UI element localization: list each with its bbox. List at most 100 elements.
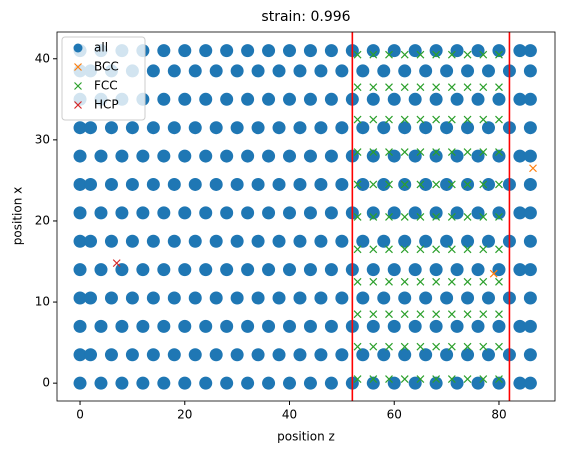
point [303, 206, 317, 220]
point [73, 319, 87, 333]
cross-marker [432, 148, 441, 156]
point [461, 291, 475, 305]
point [230, 234, 244, 248]
cross-marker [479, 245, 488, 254]
point [303, 376, 317, 390]
point [314, 64, 328, 78]
point [335, 291, 349, 305]
point [157, 206, 171, 220]
legend-label: FCC [94, 79, 118, 93]
cross-marker [416, 277, 425, 286]
cross-marker [479, 375, 488, 384]
cross-marker [353, 180, 362, 189]
point [220, 92, 234, 106]
point [398, 121, 412, 135]
point [471, 44, 485, 58]
point [387, 92, 401, 106]
point [377, 234, 391, 248]
x-axis-label: position z [277, 430, 335, 444]
cross-marker [385, 277, 393, 286]
cross-marker [432, 83, 441, 92]
point [104, 234, 118, 248]
point [157, 44, 171, 58]
point [199, 319, 213, 333]
point [188, 177, 202, 191]
point [199, 206, 213, 220]
point [450, 319, 464, 333]
y-tick-label: 10 [35, 295, 50, 309]
cross-marker [463, 115, 472, 124]
cross-marker [416, 375, 425, 384]
point [136, 149, 150, 163]
y-tick-label: 30 [35, 132, 50, 146]
point [429, 263, 443, 277]
point [303, 44, 317, 58]
point [523, 121, 537, 135]
point [262, 44, 276, 58]
point [199, 149, 213, 163]
point [73, 149, 87, 163]
point [419, 121, 433, 135]
cross-marker [353, 83, 362, 92]
point [377, 177, 391, 191]
point [262, 319, 276, 333]
cross-marker [385, 342, 393, 351]
cross-marker [385, 180, 393, 189]
cross-marker [369, 50, 378, 59]
cross-marker [432, 375, 441, 384]
cross-marker [447, 50, 456, 59]
point [461, 348, 475, 362]
legend-label: all [94, 41, 108, 55]
point [513, 44, 527, 58]
axes-frame [56, 31, 556, 402]
point [220, 263, 234, 277]
point [523, 263, 537, 277]
point [272, 64, 286, 78]
point [471, 206, 485, 220]
point [157, 149, 171, 163]
point [199, 263, 213, 277]
cross-marker [385, 212, 393, 221]
point [125, 348, 139, 362]
point [408, 376, 422, 390]
point [84, 348, 98, 362]
point [188, 64, 202, 78]
cross-marker [353, 115, 362, 124]
cross-marker [369, 83, 378, 92]
point [429, 92, 443, 106]
point [471, 149, 485, 163]
cross-marker [447, 180, 456, 189]
cross-marker [112, 259, 121, 268]
point [73, 291, 87, 305]
point [481, 177, 495, 191]
point [356, 64, 370, 78]
point [136, 206, 150, 220]
point [471, 376, 485, 390]
point [303, 319, 317, 333]
point [419, 234, 433, 248]
cross-marker [447, 342, 456, 351]
cross-marker [447, 148, 456, 156]
point [283, 92, 297, 106]
cross-marker [400, 83, 409, 92]
cross-marker [432, 310, 441, 319]
point [178, 376, 192, 390]
point [324, 92, 338, 106]
point [398, 348, 412, 362]
point [136, 263, 150, 277]
point [157, 263, 171, 277]
point [199, 44, 213, 58]
point [461, 121, 475, 135]
cross-marker [400, 375, 409, 384]
point [314, 291, 328, 305]
x-tick-label: 40 [282, 408, 297, 422]
cross-marker [479, 342, 488, 351]
cross-marker [385, 310, 393, 319]
cross-marker [447, 375, 456, 384]
point [314, 234, 328, 248]
point [377, 64, 391, 78]
cross-marker [416, 50, 425, 59]
point [209, 348, 223, 362]
point [188, 234, 202, 248]
legend-marker [74, 82, 82, 90]
